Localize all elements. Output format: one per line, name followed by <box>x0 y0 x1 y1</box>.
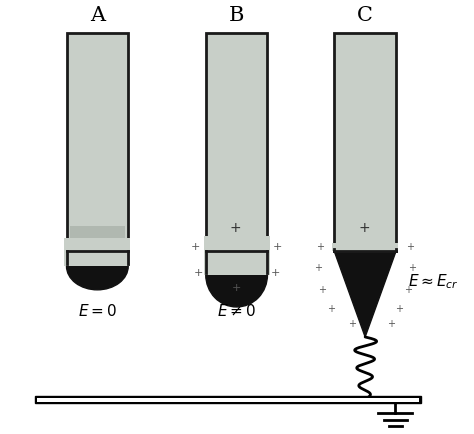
Text: +: + <box>191 242 201 252</box>
Text: +: + <box>193 268 203 278</box>
Text: +: + <box>232 283 241 293</box>
Text: +: + <box>406 242 414 252</box>
Text: $E\neq0$: $E\neq0$ <box>217 303 256 319</box>
Text: +: + <box>408 263 416 273</box>
Text: +: + <box>273 242 282 252</box>
Bar <box>37 398 419 401</box>
Bar <box>70 227 125 250</box>
Bar <box>332 243 398 251</box>
Ellipse shape <box>66 243 128 290</box>
Text: A: A <box>90 6 105 25</box>
Text: +: + <box>358 221 370 235</box>
Bar <box>35 396 421 403</box>
Text: +: + <box>229 221 241 235</box>
Text: +: + <box>327 304 335 314</box>
Polygon shape <box>334 251 396 337</box>
Text: $E\approx E_{cr}$: $E\approx E_{cr}$ <box>408 272 459 291</box>
Bar <box>64 238 130 266</box>
Text: +: + <box>404 285 412 295</box>
Text: +: + <box>314 263 322 273</box>
Text: B: B <box>229 6 244 25</box>
Bar <box>66 33 128 251</box>
Text: +: + <box>387 319 395 329</box>
Ellipse shape <box>334 245 396 258</box>
Bar <box>334 33 396 251</box>
Text: C: C <box>357 6 373 25</box>
Text: +: + <box>271 268 280 278</box>
Text: +: + <box>348 319 356 329</box>
Text: +: + <box>395 304 403 314</box>
Text: +: + <box>319 285 326 295</box>
Bar <box>206 33 267 251</box>
Ellipse shape <box>206 243 267 307</box>
Text: +: + <box>316 242 324 252</box>
Text: $E=0$: $E=0$ <box>78 303 117 319</box>
Bar <box>204 236 270 275</box>
